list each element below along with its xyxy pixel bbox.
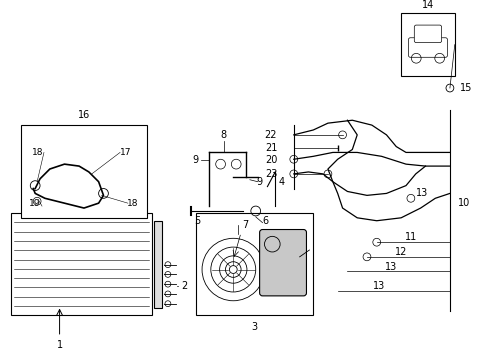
Text: 9: 9	[192, 155, 198, 165]
Text: 11: 11	[404, 232, 416, 242]
Text: 19: 19	[29, 199, 41, 208]
Text: 6: 6	[262, 216, 268, 226]
FancyBboxPatch shape	[259, 230, 306, 296]
Bar	[154, 221, 162, 307]
Text: 23: 23	[264, 169, 277, 179]
Text: 3: 3	[251, 322, 257, 332]
Text: 22: 22	[264, 130, 277, 140]
Text: 18: 18	[127, 199, 138, 208]
Bar	[20, 125, 147, 218]
Text: 2: 2	[181, 281, 187, 291]
Bar	[11, 213, 152, 315]
Text: 13: 13	[385, 262, 397, 271]
Text: 8: 8	[220, 130, 226, 140]
Text: 20: 20	[264, 155, 277, 165]
Text: 14: 14	[421, 0, 433, 10]
Bar	[400, 13, 454, 76]
Text: 15: 15	[459, 83, 471, 93]
Text: 18: 18	[32, 148, 44, 157]
Text: 4: 4	[279, 177, 285, 187]
Text: 9: 9	[256, 177, 262, 187]
Text: 21: 21	[264, 143, 277, 153]
Text: 1: 1	[57, 340, 62, 350]
Text: 13: 13	[372, 281, 384, 291]
Text: 16: 16	[78, 111, 90, 120]
Text: 10: 10	[457, 198, 469, 208]
Text: 17: 17	[120, 148, 131, 157]
FancyBboxPatch shape	[413, 25, 441, 42]
Text: 13: 13	[415, 188, 427, 198]
Bar	[196, 213, 313, 315]
Text: 12: 12	[394, 247, 407, 257]
Text: 7: 7	[242, 220, 247, 230]
FancyBboxPatch shape	[407, 38, 447, 57]
Text: 5: 5	[194, 216, 200, 226]
